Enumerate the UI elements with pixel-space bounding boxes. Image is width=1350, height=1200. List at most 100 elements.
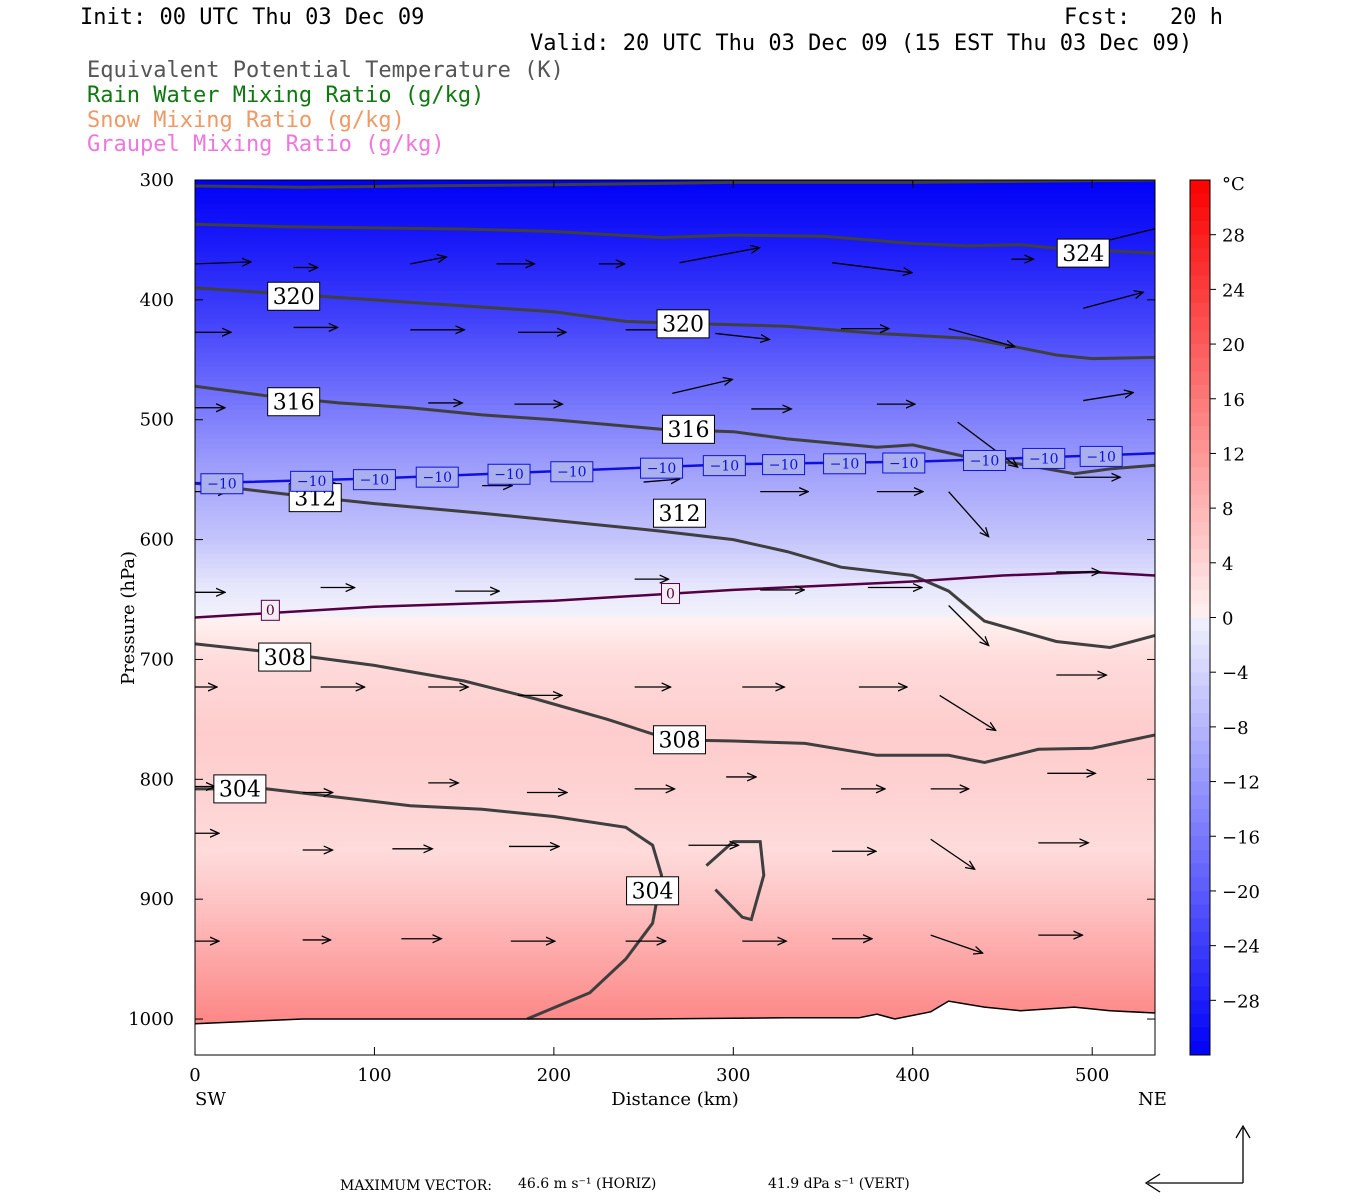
colorbar-tick-label: −20 xyxy=(1222,882,1260,903)
temperature-band xyxy=(195,669,1155,675)
temperature-band xyxy=(195,218,1155,224)
temperature-band xyxy=(195,247,1155,253)
init-text: Init: 00 UTC Thu 03 Dec 09 xyxy=(80,5,425,30)
temperature-band xyxy=(195,553,1155,560)
temperature-band xyxy=(195,343,1155,349)
wind-vector xyxy=(1109,228,1155,241)
isotherm-minus10-label-box xyxy=(415,466,459,488)
colorbar-tick-label: −8 xyxy=(1222,718,1249,739)
temperature-band xyxy=(195,366,1155,373)
max-vector-label: MAXIMUM VECTOR: xyxy=(340,1178,492,1194)
colorbar-swatch xyxy=(1190,631,1210,646)
colorbar-swatch xyxy=(1190,740,1210,755)
isotherm-minus10-label-box xyxy=(963,449,1007,471)
temperature-band xyxy=(195,927,1155,934)
theta-e-label-box xyxy=(652,725,706,755)
temperature-band xyxy=(195,673,1155,680)
isotherm-minus10-label: −10 xyxy=(557,465,587,481)
x-tick-label: 500 xyxy=(1075,1065,1109,1086)
temperature-band xyxy=(195,199,1155,205)
colorbar-swatch xyxy=(1190,1013,1210,1029)
forecast-hour-text: Fcst: 20 h xyxy=(1064,5,1223,30)
temperature-band xyxy=(195,295,1155,301)
wind-vector xyxy=(930,838,975,869)
temperature-band xyxy=(195,256,1155,263)
legend-graupel: Graupel Mixing Ratio (g/kg) xyxy=(87,132,445,157)
colorbar-swatch xyxy=(1190,535,1210,550)
temperature-band xyxy=(195,227,1155,234)
colorbar-swatch xyxy=(1190,931,1210,947)
legend-snow: Snow Mixing Ratio (g/kg) xyxy=(87,108,405,133)
colorbar-swatch xyxy=(1190,603,1210,618)
colorbar-swatch xyxy=(1190,945,1210,960)
temperature-band xyxy=(195,937,1155,943)
temperature-band xyxy=(195,261,1155,267)
temperature-band xyxy=(195,395,1155,402)
colorbar-swatch xyxy=(1190,398,1210,413)
isotherm-minus10-label-box xyxy=(352,469,396,491)
x-axis-right-end-label: NE xyxy=(1138,1089,1167,1110)
colorbar-swatch xyxy=(1190,453,1210,468)
colorbar-swatch xyxy=(1190,426,1210,441)
colorbar-swatch xyxy=(1190,357,1210,372)
temperature-band xyxy=(195,721,1155,728)
colorbar-swatch xyxy=(1190,849,1210,865)
temperature-band xyxy=(195,386,1155,392)
theta-e-contour xyxy=(195,481,1155,650)
y-tick-label: 400 xyxy=(140,290,174,311)
colorbar-unit: °C xyxy=(1222,174,1245,195)
isotherm-minus10-label-box xyxy=(640,457,684,479)
isotherm-minus10-label-box xyxy=(762,454,806,476)
theta-e-label-box xyxy=(1056,238,1110,268)
temperature-band xyxy=(195,376,1155,382)
temperature-band xyxy=(195,611,1155,617)
theta-e-label-box xyxy=(267,387,321,417)
theta-e-contour xyxy=(195,642,1155,765)
temperature-band xyxy=(195,525,1155,531)
isotherm-minus10-label: −10 xyxy=(710,459,740,475)
isotherm-minus10-label-box xyxy=(1022,447,1066,469)
temperature-band xyxy=(195,194,1155,200)
colorbar-tick-label: 4 xyxy=(1222,554,1233,575)
colorbar-swatch xyxy=(1190,795,1210,810)
temperature-band xyxy=(195,573,1155,579)
terrain-line xyxy=(195,1000,1155,1025)
colorbar-swatch xyxy=(1190,808,1210,824)
colorbar-swatch xyxy=(1190,713,1210,728)
colorbar-swatch xyxy=(1190,344,1210,359)
colorbar-swatch xyxy=(1190,193,1210,208)
isotherm-minus10-label-box xyxy=(487,463,531,485)
temperature-band xyxy=(195,275,1155,282)
wind-vector xyxy=(957,421,1018,467)
theta-e-label-box xyxy=(661,414,715,444)
max-vector-reference-arrows xyxy=(1144,1124,1251,1193)
wind-vector xyxy=(195,262,251,264)
colorbar-swatch xyxy=(1190,644,1210,660)
temperature-band xyxy=(195,338,1155,344)
y-tick-label: 900 xyxy=(140,889,174,910)
temperature-band xyxy=(195,630,1155,637)
colorbar-swatch xyxy=(1190,439,1210,454)
colorbar-swatch xyxy=(1190,1000,1210,1015)
temperature-band xyxy=(195,688,1155,694)
x-tick-label: 0 xyxy=(189,1065,200,1086)
colorbar-swatch xyxy=(1190,248,1210,263)
colorbar-swatch xyxy=(1190,371,1210,386)
wind-vector xyxy=(672,379,732,394)
colorbar-swatch xyxy=(1190,822,1210,837)
temperature-band xyxy=(195,693,1155,699)
colorbar-swatch xyxy=(1190,275,1210,290)
colorbar-tick-label: 12 xyxy=(1222,444,1245,465)
colorbar-swatch xyxy=(1190,726,1210,742)
wind-vector xyxy=(1083,292,1143,309)
max-vector-horizontal: 46.6 m s⁻¹ (HORIZ) xyxy=(518,1176,657,1192)
isotherm-minus10-label: −10 xyxy=(647,461,677,477)
temperature-band xyxy=(195,558,1155,565)
plot-frame xyxy=(194,179,1156,1056)
temperature-band xyxy=(195,381,1155,387)
temperature-band xyxy=(195,822,1155,828)
isotherm-zero-label: 0 xyxy=(266,603,275,619)
colorbar-swatch xyxy=(1190,289,1210,304)
temperature-band xyxy=(195,918,1155,924)
colorbar-tick-label: 0 xyxy=(1222,609,1233,630)
